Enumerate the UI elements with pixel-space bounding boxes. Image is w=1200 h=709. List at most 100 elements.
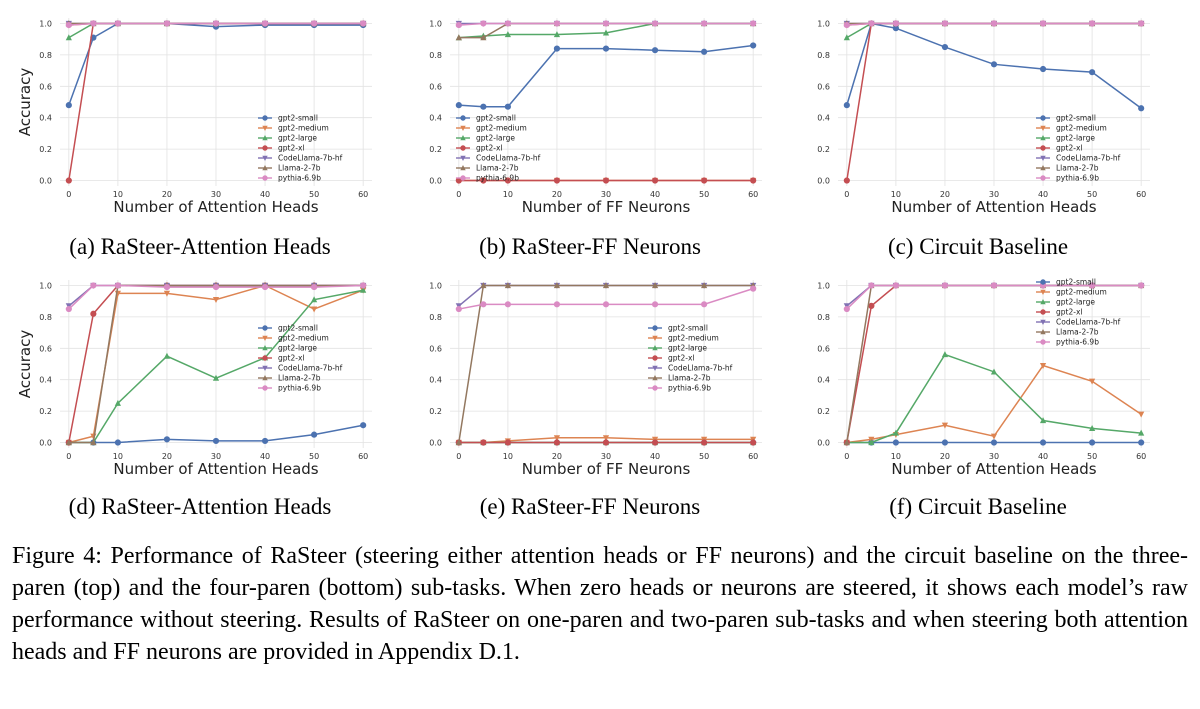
series-line — [846, 353, 1142, 444]
x-tick-label: 10 — [891, 452, 901, 461]
series-pythia-6.9b — [455, 285, 757, 313]
legend-label: pythia-6.9b — [668, 384, 711, 393]
legend-label: CodeLlama-7b-hf — [476, 154, 541, 163]
data-point — [212, 283, 220, 291]
data-point — [114, 439, 121, 446]
legend-item: gpt2-xl — [1036, 144, 1082, 153]
data-point — [114, 399, 121, 406]
y-tick-label: 0.2 — [429, 145, 442, 154]
legend-label: pythia-6.9b — [1056, 174, 1099, 183]
chart-c-svg: 0.0 0.2 0.4 0.6 0.8 1.0 0 10 20 30 40 50 60 Number of… — [817, 18, 1150, 216]
data-point — [1039, 439, 1047, 446]
legend-label: Llama-2-7b — [476, 164, 519, 173]
x-tick-label: 10 — [503, 452, 513, 461]
legend-label: gpt2-large — [476, 134, 515, 143]
y-tick-label: 1.0 — [39, 281, 52, 290]
data-point — [90, 310, 97, 317]
legend: gpt2-smallgpt2-mediumgpt2-largegpt2-xlCo… — [1036, 114, 1121, 183]
series-line — [68, 22, 364, 26]
legend-item: gpt2-small — [258, 324, 318, 333]
legend-marker — [460, 145, 466, 151]
data-point — [892, 439, 899, 446]
legend-marker — [460, 175, 466, 181]
y-tick-label: 0.0 — [817, 439, 830, 448]
legend-marker — [1040, 135, 1046, 141]
data-point — [651, 20, 659, 27]
legend-label: gpt2-large — [1056, 134, 1095, 143]
x-tick-label: 20 — [552, 190, 562, 199]
data-point — [455, 34, 462, 41]
data-point — [1138, 429, 1145, 436]
legend-item: Llama-2-7b — [258, 374, 321, 383]
data-point — [553, 45, 561, 52]
series-line — [68, 284, 364, 310]
legend-label: gpt2-large — [278, 344, 317, 353]
legend-item: gpt2-large — [258, 344, 317, 353]
legend-label: Llama-2-7b — [1056, 328, 1099, 337]
series-pythia-6.9b — [65, 282, 367, 313]
legend-marker — [1040, 289, 1046, 295]
data-point — [553, 435, 561, 442]
chart-panel-c: 0.0 0.2 0.4 0.6 0.8 1.0 0 10 20 30 40 50 60 Number of… — [778, 0, 1178, 240]
chart-e-svg: 0.0 0.2 0.4 0.6 0.8 1.0 0 10 20 30 40 50 60 Number of… — [429, 280, 762, 478]
series-line — [846, 364, 1142, 444]
data-point — [65, 305, 72, 313]
data-point — [553, 282, 561, 289]
y-tick-label: 0.8 — [817, 313, 830, 322]
x-tick-label: 60 — [748, 190, 758, 199]
legend-item: gpt2-large — [648, 344, 707, 353]
series-pythia-6.9b — [455, 20, 757, 29]
data-point — [65, 439, 72, 446]
legend: gpt2-smallgpt2-mediumgpt2-largegpt2-xlCo… — [258, 324, 343, 393]
legend-item: Llama-2-7b — [1036, 164, 1099, 173]
x-tick-label: 40 — [1038, 452, 1048, 461]
legend-item: gpt2-medium — [648, 334, 719, 343]
legend-item: gpt2-xl — [648, 354, 694, 363]
x-tick-label: 50 — [309, 452, 319, 461]
legend-item: pythia-6.9b — [456, 174, 519, 183]
data-point — [843, 305, 850, 313]
data-point — [1089, 20, 1096, 27]
data-point — [651, 301, 659, 308]
y-tick-label: 0.8 — [429, 51, 442, 60]
legend-item: gpt2-small — [1036, 278, 1096, 287]
x-tick-label: 40 — [260, 190, 270, 199]
legend-marker — [1040, 279, 1046, 285]
series-line — [458, 44, 754, 108]
legend-marker — [1040, 319, 1046, 325]
legend-marker — [652, 385, 658, 391]
x-tick-label: 0 — [66, 190, 71, 199]
data-point — [892, 429, 899, 436]
legend-label: Llama-2-7b — [278, 164, 321, 173]
data-point — [455, 439, 462, 446]
legend-marker — [652, 335, 658, 341]
data-point — [504, 301, 511, 308]
data-point — [553, 301, 561, 308]
figure-caption: Figure 4: Performance of RaSteer (steeri… — [12, 543, 1188, 665]
data-point — [750, 42, 757, 49]
legend-marker — [1040, 115, 1046, 121]
legend-label: gpt2-large — [1056, 298, 1095, 307]
data-point — [1138, 439, 1145, 446]
data-point — [360, 282, 367, 289]
legend-item: gpt2-small — [1036, 114, 1096, 123]
legend-marker — [460, 125, 466, 131]
data-point — [941, 351, 949, 358]
data-point — [990, 433, 998, 440]
data-point — [480, 34, 487, 41]
data-point — [311, 306, 318, 313]
y-tick-label: 0.4 — [39, 114, 52, 123]
series-gpt2-small — [455, 42, 757, 110]
chart-panel-b: 0.0 0.2 0.4 0.6 0.8 1.0 0 10 20 30 40 50 60 Number of… — [390, 0, 790, 240]
x-axis-label: Number of Attention Heads — [113, 198, 318, 216]
legend-item: pythia-6.9b — [1036, 174, 1099, 183]
chart-panel-f: 0.0 0.2 0.4 0.6 0.8 1.0 0 10 20 30 40 50 60 Number of… — [778, 262, 1178, 502]
data-point — [990, 20, 998, 27]
legend-marker — [1040, 125, 1046, 131]
data-point — [602, 177, 610, 184]
data-point — [163, 436, 171, 443]
data-point — [843, 21, 850, 29]
legend-item: CodeLlama-7b-hf — [258, 364, 343, 373]
data-point — [701, 177, 708, 184]
legend-item: Llama-2-7b — [648, 374, 711, 383]
